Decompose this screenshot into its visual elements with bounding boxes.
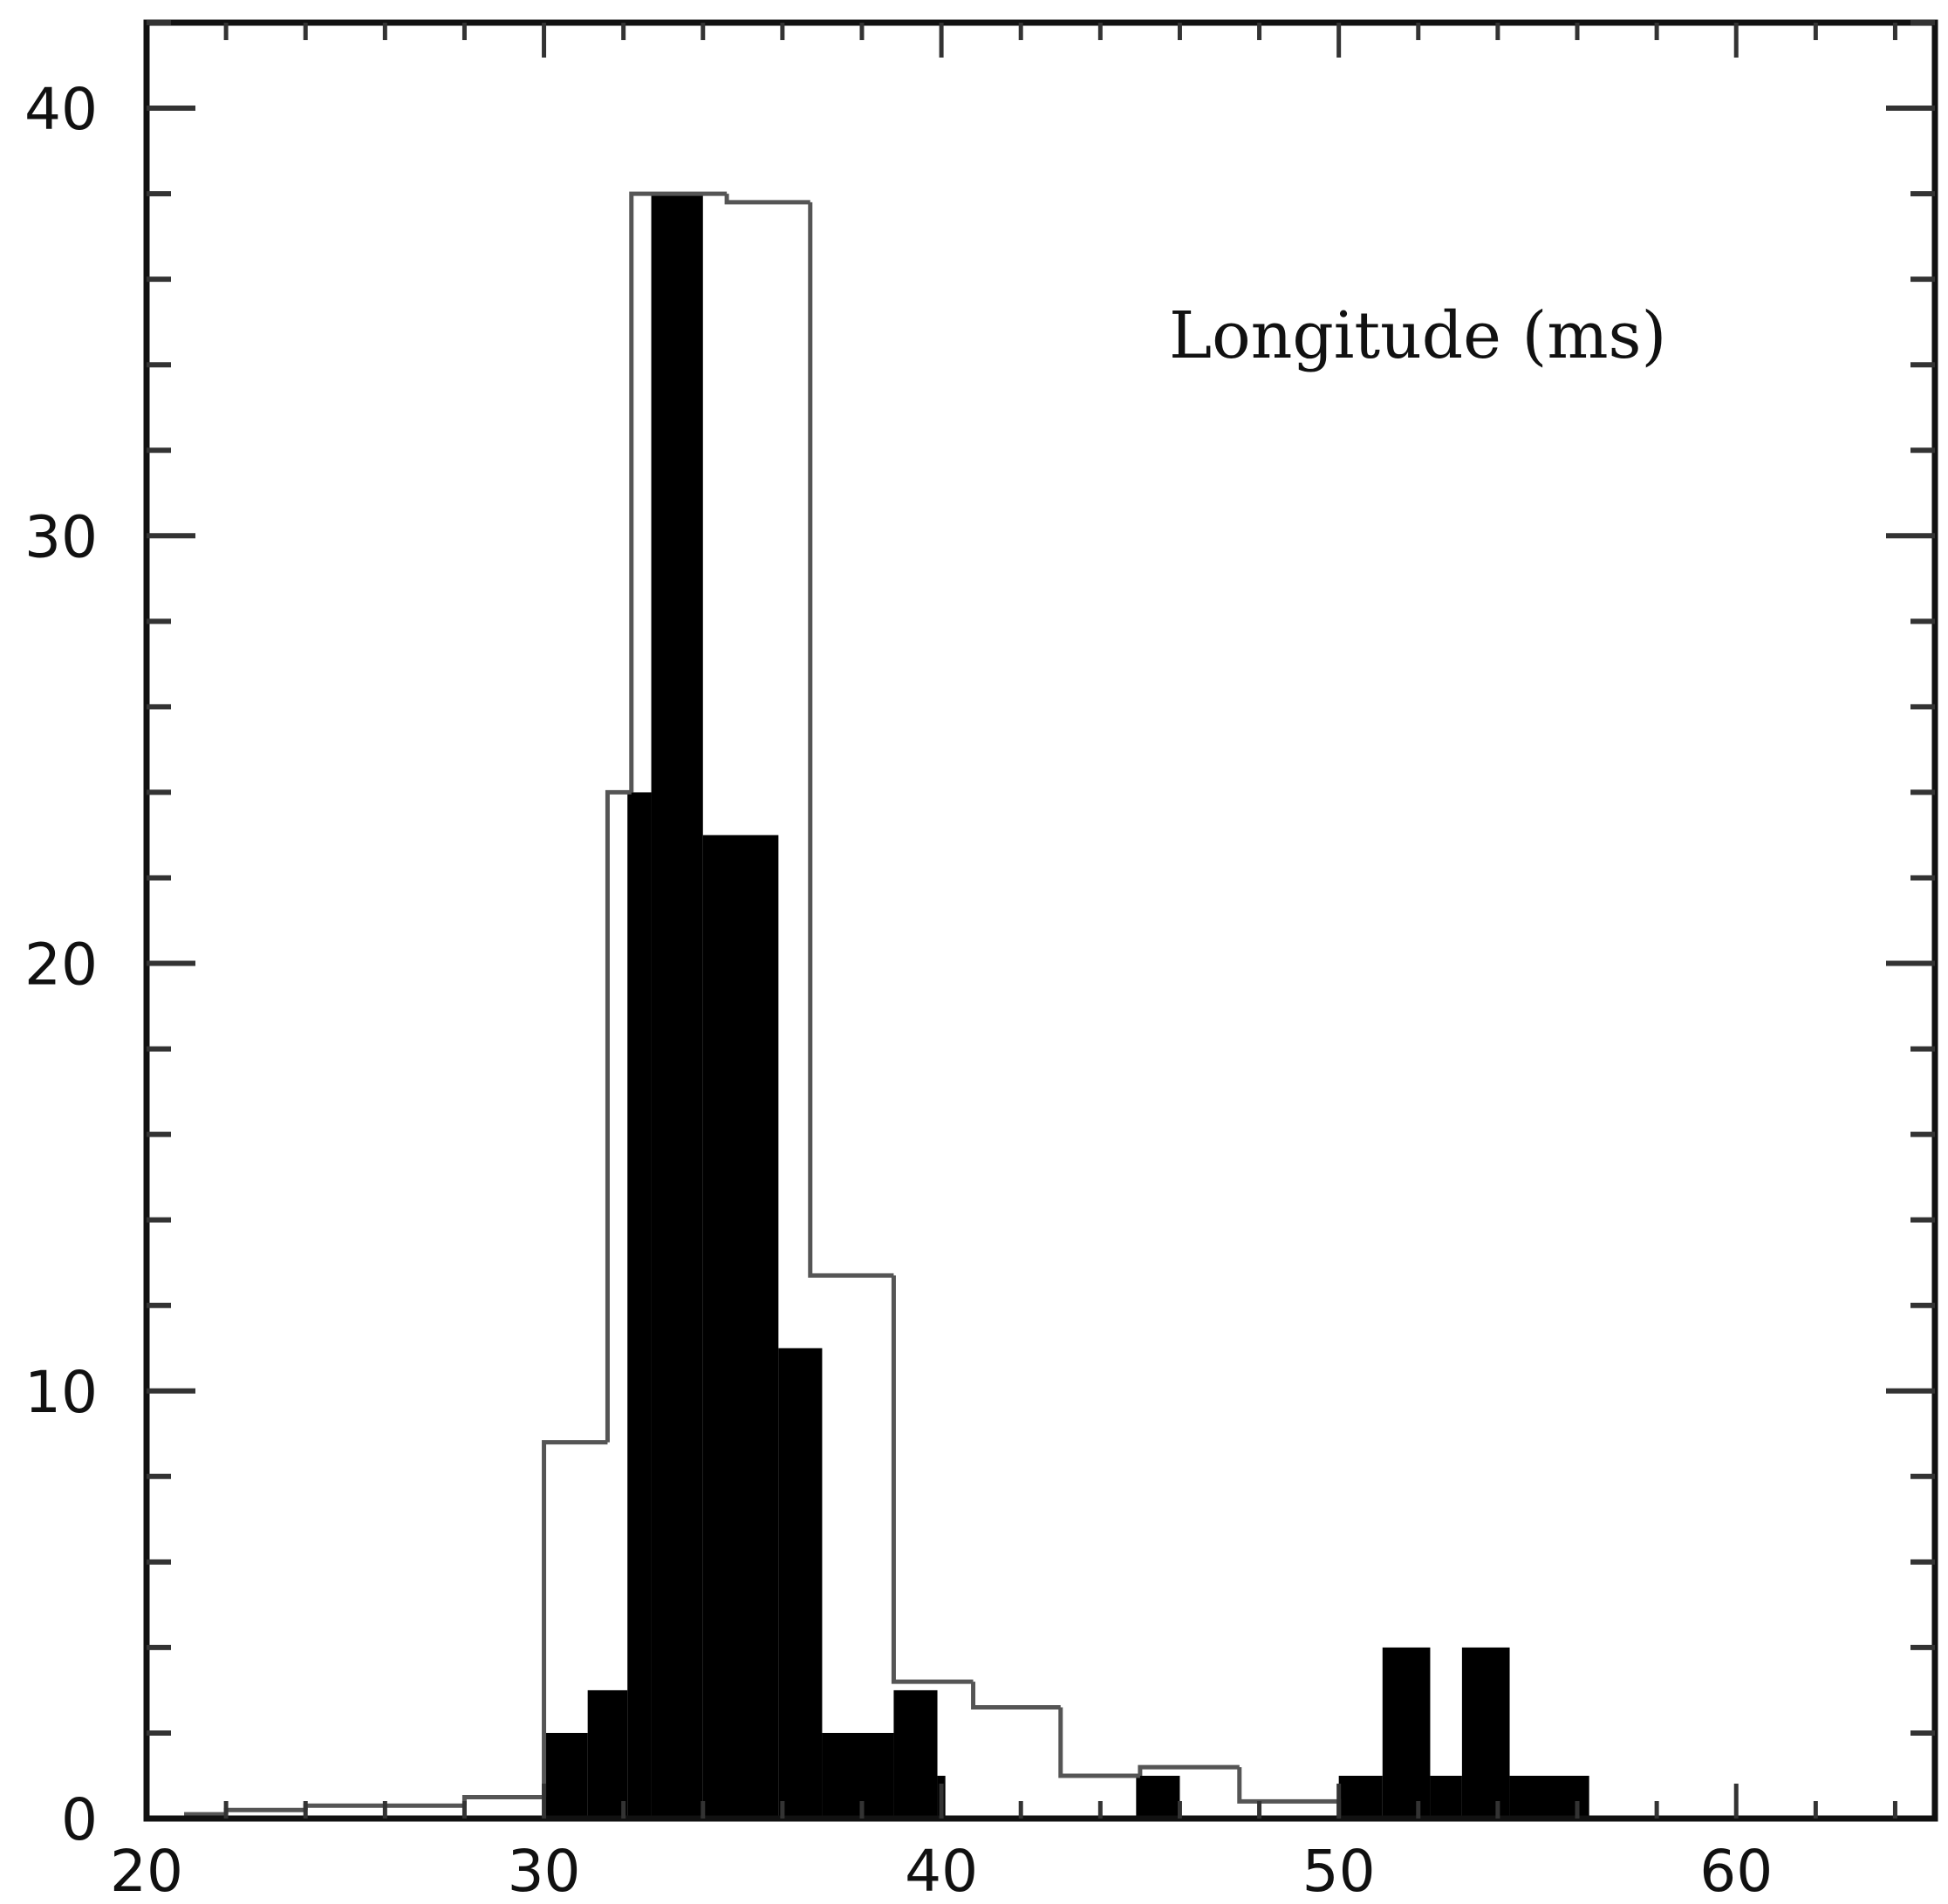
outline-histogram-series (184, 191, 1342, 1819)
x-tick-label-30: 30 (508, 1838, 581, 1904)
filled-bin-9 (1136, 1775, 1180, 1819)
outline-bin-14 (1237, 1767, 1342, 1819)
x-tick-label-20: 20 (110, 1838, 183, 1904)
filled-histogram-series (543, 194, 1589, 1819)
y-tick-label-30: 30 (24, 503, 98, 570)
filled-bin-1 (587, 1689, 628, 1819)
outline-bin-4 (461, 1794, 544, 1806)
x-tick-label-40: 40 (905, 1838, 978, 1904)
x-tick-label-50: 50 (1302, 1838, 1376, 1904)
outline-bin-6 (605, 789, 632, 1443)
outline-bin-11 (971, 1682, 1061, 1710)
filled-bin-3 (651, 194, 703, 1819)
outline-bin-10 (891, 1275, 974, 1684)
filled-bin-10 (1338, 1775, 1383, 1819)
filled-bin-11 (1382, 1647, 1431, 1819)
outline-bin-2 (303, 1803, 386, 1811)
y-tick-label-10: 10 (24, 1359, 98, 1426)
filled-bin-0 (543, 1732, 588, 1819)
outline-bin-1 (223, 1807, 306, 1815)
filled-bin-6 (822, 1732, 894, 1819)
x-tick-label-60: 60 (1699, 1838, 1773, 1904)
filled-bin-5 (778, 1348, 823, 1819)
filled-bin-13 (1461, 1647, 1510, 1819)
axis-ticks (147, 20, 1935, 1819)
outline-bin-13 (1138, 1764, 1240, 1776)
filled-bin-7 (893, 1689, 938, 1819)
filled-bin-2 (627, 792, 652, 1819)
outline-bin-5 (542, 1440, 608, 1798)
filled-bin-12 (1430, 1775, 1462, 1819)
outline-bin-9 (808, 201, 894, 1278)
y-tick-label-40: 40 (24, 76, 98, 143)
y-tick-label-20: 20 (24, 932, 98, 999)
y-axis-tick-labels: 0 10 20 30 40 (24, 76, 98, 1853)
plot-frame (143, 19, 1938, 1822)
x-axis-tick-labels: 20 30 40 50 60 (110, 1838, 1773, 1904)
outline-bin-12 (1058, 1707, 1140, 1778)
y-tick-label-0: 0 (61, 1786, 98, 1853)
chart-annotation: Longitude (ms) (1169, 298, 1666, 373)
outline-bin-8 (724, 194, 810, 205)
filled-bin-4 (702, 835, 779, 1819)
outline-bin-7 (629, 191, 728, 793)
